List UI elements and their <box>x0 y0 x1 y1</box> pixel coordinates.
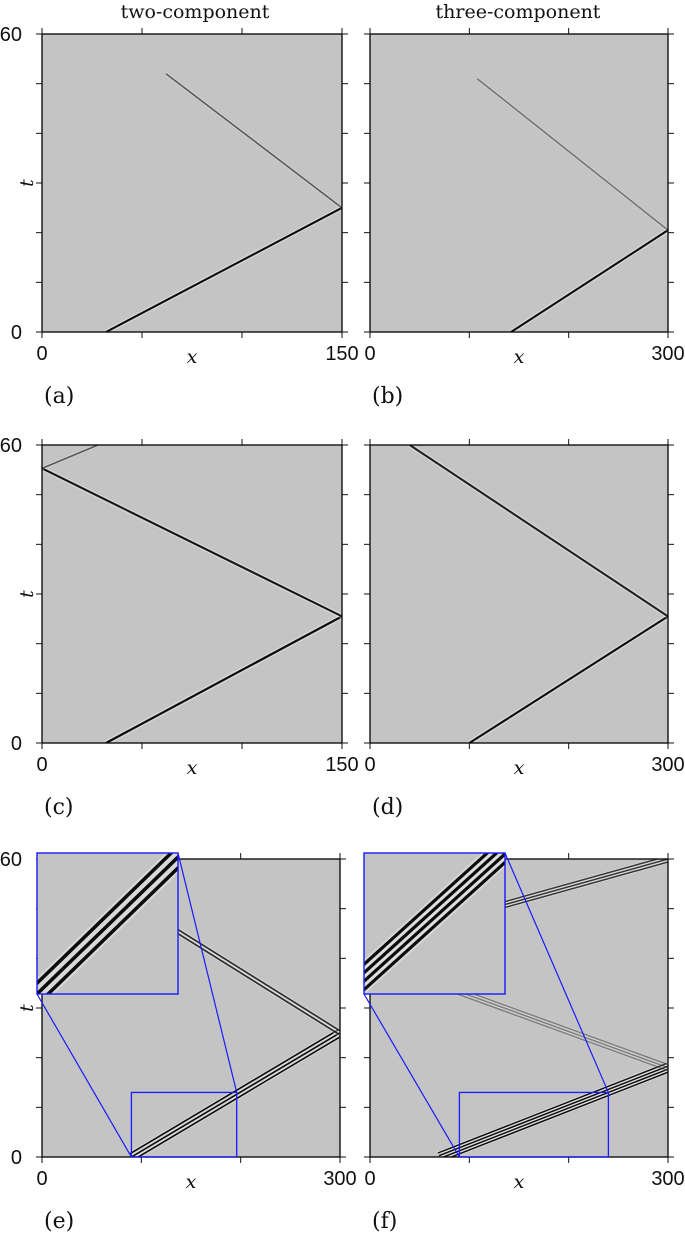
plot-content <box>476 77 668 332</box>
front-line <box>105 206 342 332</box>
x-tick-label: 0 <box>364 1168 375 1190</box>
panel-b: 0 300 x (b) <box>364 28 685 409</box>
front-line <box>165 73 342 209</box>
front-halo <box>476 77 668 232</box>
front-line <box>449 1071 668 1157</box>
y-tick-label: 0 <box>11 733 22 755</box>
front-line <box>42 445 99 470</box>
zoom-connector <box>177 852 238 1093</box>
x-axis-label: x <box>514 757 525 779</box>
plot-background <box>42 34 342 332</box>
front-line <box>476 78 668 231</box>
plot-content <box>437 859 668 1157</box>
front-line <box>105 615 342 743</box>
front-halo <box>447 989 668 1072</box>
front-line <box>364 860 505 992</box>
front-line <box>499 861 668 910</box>
front-line <box>364 853 490 967</box>
y-tick-label: 0 <box>11 1147 22 1169</box>
plot-content <box>42 445 342 743</box>
panel-f: 0 300 x (f) <box>363 852 685 1234</box>
x-tick-label: 300 <box>651 754 684 776</box>
plot-content <box>104 72 342 332</box>
y-tick-label: 60 <box>0 435 22 457</box>
x-axis-label: x <box>514 1171 525 1193</box>
panel-e: 0 300 0 60 x t (e) <box>0 849 357 1234</box>
zoom-connector <box>504 852 609 1093</box>
x-tick-label: 0 <box>364 754 375 776</box>
x-tick-label: 0 <box>364 343 375 365</box>
x-axis-label: x <box>186 1171 197 1193</box>
front-line <box>498 859 661 905</box>
x-tick-label: 300 <box>651 1168 684 1190</box>
front-line <box>364 853 500 975</box>
front-line <box>37 854 178 994</box>
front-line <box>468 615 668 743</box>
inset-content <box>364 853 505 994</box>
panel-c: 0 150 0 60 x t (c) <box>0 435 359 820</box>
x-tick-label: 0 <box>36 343 47 365</box>
column-title-three-component: three-component <box>436 1 601 23</box>
plot-background <box>370 445 668 743</box>
y-tick-label: 60 <box>0 24 22 46</box>
inset-frame <box>363 852 506 995</box>
panel-d: 0 300 x (d) <box>364 439 685 820</box>
y-tick-label: 60 <box>0 849 22 871</box>
x-tick-label: 150 <box>325 343 358 365</box>
front-line <box>498 859 668 907</box>
front-line <box>364 853 505 984</box>
zoom-connector <box>36 993 132 1158</box>
x-axis-label: x <box>187 346 198 368</box>
y-axis-label: t <box>16 179 38 187</box>
inset-frame <box>36 852 179 995</box>
front-line <box>441 1068 668 1157</box>
plot-content <box>408 445 668 743</box>
x-tick-label: 0 <box>36 754 47 776</box>
y-axis-label: t <box>16 590 38 598</box>
panel-a: 0 150 0 60 x t (a) <box>0 24 359 409</box>
front-halo <box>449 983 668 1067</box>
y-tick-label: 0 <box>11 322 22 344</box>
front-line <box>409 445 668 618</box>
front-line <box>437 1062 667 1154</box>
zoom-box <box>458 1091 610 1158</box>
panels: 0 150 0 60 x t (a) 0 300 x (b) 0 150 0 60 x t (c) 0 300 x (d)… <box>0 24 685 1234</box>
plot-background <box>370 34 668 332</box>
x-axis-label: x <box>187 757 198 779</box>
panel-label: (b) <box>372 384 403 409</box>
front-line <box>438 1065 668 1157</box>
x-tick-label: 300 <box>323 1168 356 1190</box>
front-line <box>449 987 668 1069</box>
front-line <box>42 467 342 618</box>
x-tick-label: 0 <box>36 1168 47 1190</box>
front-line <box>450 984 668 1066</box>
zoom-connector <box>363 993 460 1158</box>
front-line <box>136 1035 340 1157</box>
front-line <box>448 990 668 1071</box>
inset-content <box>37 853 178 994</box>
panel-label: (a) <box>44 384 74 409</box>
panel-label: (d) <box>372 795 403 820</box>
panel-label: (c) <box>44 795 74 820</box>
front-line <box>510 229 668 332</box>
front-line <box>130 1032 340 1157</box>
plot-background <box>42 445 342 743</box>
column-title-two-component: two-component <box>121 1 270 23</box>
y-axis-label: t <box>16 1004 38 1012</box>
panel-label: (f) <box>372 1209 397 1234</box>
front-line <box>45 865 178 994</box>
panel-label: (e) <box>44 1209 74 1234</box>
x-tick-label: 150 <box>325 754 358 776</box>
front-halo <box>448 986 668 1070</box>
x-axis-label: x <box>514 346 525 368</box>
zoom-box <box>130 1091 238 1158</box>
front-line <box>37 853 174 986</box>
x-tick-label: 300 <box>651 343 684 365</box>
